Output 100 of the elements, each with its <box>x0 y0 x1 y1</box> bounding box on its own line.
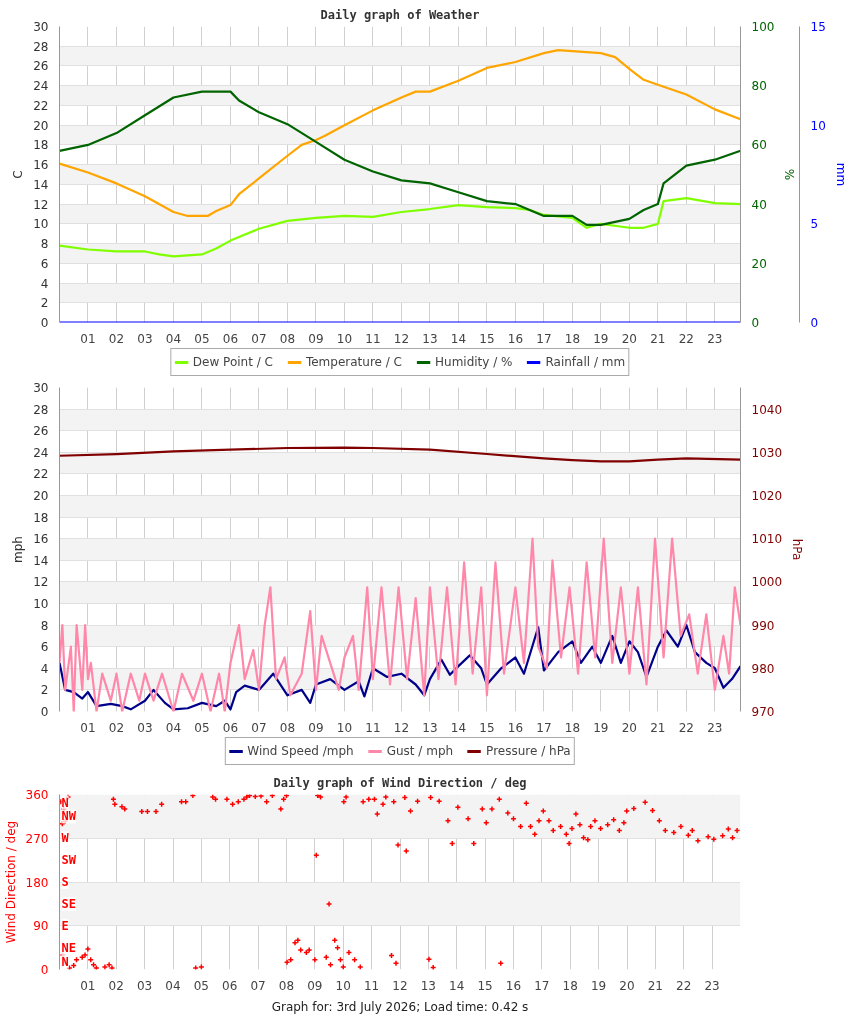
legend-label: Rainfall / mm <box>545 355 626 369</box>
y-tick-label: 30 <box>33 381 49 395</box>
y3-tick-label: 15 <box>810 20 826 34</box>
y-tick-label: 6 <box>40 256 49 271</box>
x-tick-label: 22 <box>678 720 695 735</box>
x-tick-label: 15 <box>477 978 493 993</box>
y-tick-label: 22 <box>33 467 49 482</box>
x-tick-label: 10 <box>335 978 351 993</box>
x-tick-label: 14 <box>450 720 467 735</box>
x-tick-label: 16 <box>507 331 524 346</box>
annotation: NW <box>61 809 77 824</box>
x-tick-label: 20 <box>621 720 638 735</box>
x-tick-label: 05 <box>194 720 210 735</box>
y-tick-label: 6 <box>40 640 49 655</box>
text: Graph for: 3rd July 2026; Load time: 0.42 s <box>271 999 529 1014</box>
x-tick-label: 12 <box>393 331 410 346</box>
y3-tick-label: 0 <box>810 316 819 330</box>
y3-tick-label: 10 <box>810 118 826 133</box>
y2-tick-label: 80 <box>751 79 767 94</box>
x-tick-label: 11 <box>365 331 381 346</box>
y-axis-title: C <box>11 170 26 179</box>
legend-label: Dew Point / C <box>192 355 273 369</box>
x-tick-label: 12 <box>392 978 408 993</box>
x-tick-label: 14 <box>450 331 467 346</box>
x-tick-label: 21 <box>650 720 666 735</box>
y-tick-label: 10 <box>33 217 49 232</box>
y-tick-label: 90 <box>33 919 49 934</box>
x-tick-label: 20 <box>619 978 635 993</box>
x-tick-label: 16 <box>507 720 524 735</box>
legend-label: Gust / mph <box>386 744 454 758</box>
x-tick-label: 05 <box>194 331 210 346</box>
y-tick-label: 12 <box>33 197 49 212</box>
x-tick-label: 19 <box>590 978 607 993</box>
x-tick-label: 18 <box>564 331 581 346</box>
x-tick-label: 23 <box>707 331 723 346</box>
line-series <box>59 90 741 226</box>
annotation: S <box>61 875 69 889</box>
annotation: E <box>61 918 69 933</box>
annotation: N <box>61 795 69 810</box>
x-tick-label: 16 <box>505 978 522 993</box>
y2-axis-title: % <box>782 168 797 181</box>
y-tick-label: 28 <box>33 39 49 54</box>
x-tick-label: 21 <box>647 978 664 993</box>
x-tick-label: 10 <box>336 331 353 346</box>
x-tick-label: 01 <box>80 720 96 735</box>
y2-tick-label: 60 <box>751 138 767 153</box>
y2-tick-label: 0 <box>751 316 760 330</box>
x-tick-label: 13 <box>420 978 437 993</box>
x-tick-label: 23 <box>707 720 723 735</box>
x-tick-label: 12 <box>393 720 410 735</box>
y3-axis-title: mm <box>833 162 848 187</box>
y2-tick-label: 20 <box>751 256 767 271</box>
y-tick-label: 8 <box>40 237 49 252</box>
y-tick-label: 2 <box>40 683 49 698</box>
y2-tick-label: 990 <box>751 618 775 633</box>
y2-tick-label: 1030 <box>751 445 783 460</box>
x-tick-label: 05 <box>193 978 210 993</box>
x-tick-label: 14 <box>449 978 465 993</box>
y-tick-label: 360 <box>25 788 49 802</box>
x-tick-label: 01 <box>80 331 96 346</box>
x-tick-label: 03 <box>137 720 153 735</box>
y-tick-label: 180 <box>25 875 49 890</box>
legend-label: Humidity / % <box>435 355 513 369</box>
y-tick-label: 4 <box>40 661 49 676</box>
y-tick-label: 30 <box>33 20 49 34</box>
x-tick-label: 19 <box>593 331 609 346</box>
x-tick-label: 22 <box>678 331 695 346</box>
y-tick-label: 26 <box>33 424 49 439</box>
y-tick-label: 2 <box>40 296 49 311</box>
x-tick-label: 02 <box>108 331 125 346</box>
x-tick-label: 15 <box>479 331 495 346</box>
y-tick-label: 22 <box>33 98 49 113</box>
x-tick-label: 09 <box>308 331 324 346</box>
x-tick-label: 02 <box>108 978 124 993</box>
y2-tick-label: 1000 <box>751 575 783 590</box>
annotation: W <box>61 831 70 846</box>
annotation: N <box>61 954 69 969</box>
x-tick-label: 15 <box>479 720 495 735</box>
line-series <box>59 446 741 463</box>
x-tick-label: 20 <box>621 331 638 346</box>
annotation: NE <box>61 940 76 955</box>
y-tick-label: 26 <box>33 59 49 74</box>
y3-tick-label: 5 <box>810 217 819 232</box>
x-tick-label: 17 <box>536 331 552 346</box>
y-tick-label: 16 <box>33 532 49 547</box>
y-tick-label: 24 <box>33 79 49 94</box>
x-tick-label: 11 <box>365 720 381 735</box>
x-tick-label: 09 <box>308 720 324 735</box>
y-tick-label: 0 <box>40 963 49 977</box>
y-tick-label: 18 <box>33 138 49 153</box>
line-series <box>59 537 741 712</box>
x-tick-label: 01 <box>80 978 96 993</box>
x-tick-label: 06 <box>222 978 238 993</box>
y-tick-label: 18 <box>33 510 49 525</box>
x-tick-label: 06 <box>222 331 239 346</box>
y-tick-label: 270 <box>25 831 49 846</box>
chart-title: Daily graph of Wind Direction / deg <box>273 775 527 790</box>
y2-tick-label: 1020 <box>751 489 783 503</box>
x-tick-label: 04 <box>165 720 182 735</box>
x-tick-label: 08 <box>279 720 296 735</box>
